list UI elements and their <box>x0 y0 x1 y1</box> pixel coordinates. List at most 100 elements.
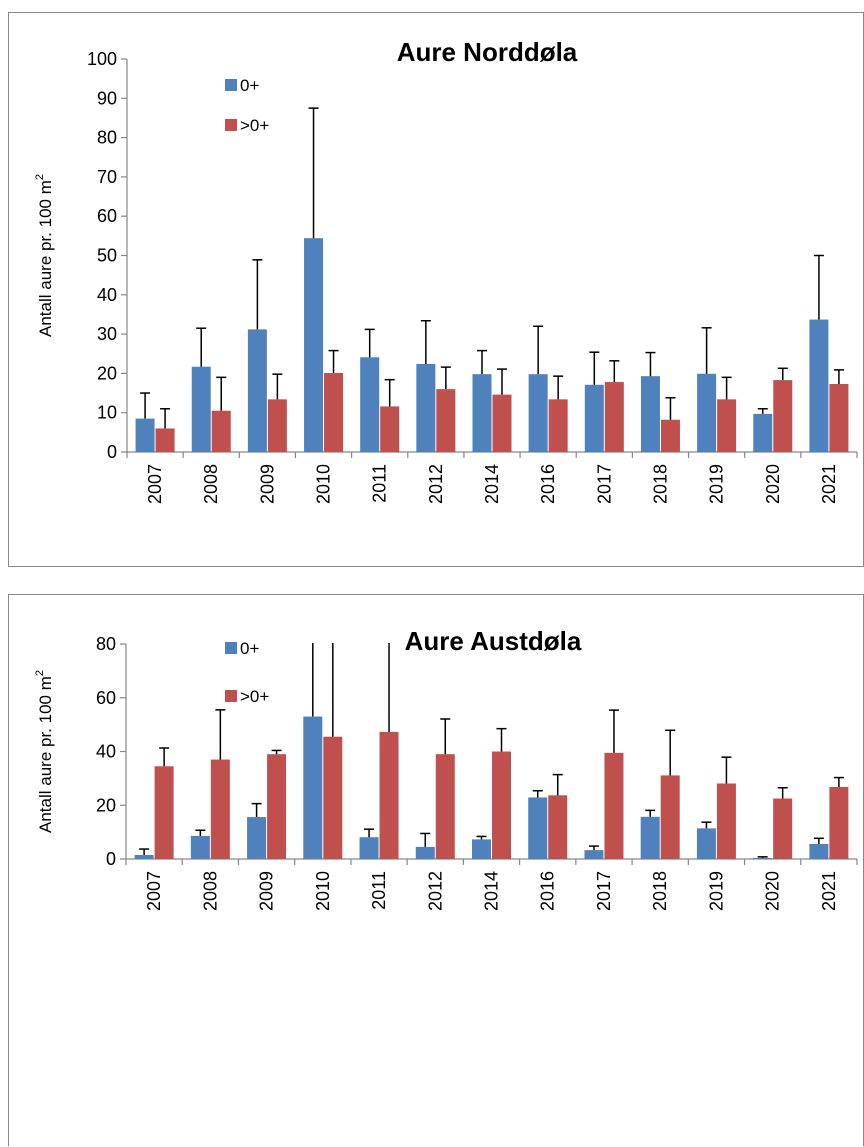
x-tick-label: 2021 <box>819 464 839 504</box>
bar <box>548 399 568 452</box>
y-tick-label: 80 <box>96 634 116 654</box>
legend-label: >0+ <box>240 116 269 135</box>
bar <box>773 380 793 452</box>
bar <box>210 759 230 859</box>
bar <box>247 817 267 859</box>
bar <box>809 843 829 859</box>
x-tick-label: 2017 <box>594 871 614 911</box>
y-tick-label: 0 <box>107 442 117 462</box>
x-tick-label: 2016 <box>538 871 558 911</box>
bar <box>696 828 716 859</box>
y-tick-label: 100 <box>87 49 117 69</box>
y-tick-label: 70 <box>97 167 117 187</box>
chart-austdola: Aure Austdøla Antall aure pr. 100 m2 0 20 40… <box>8 594 864 1146</box>
bar <box>528 374 548 452</box>
bar <box>135 418 155 452</box>
y-tick-label: 10 <box>97 403 117 423</box>
x-tick-label: 2014 <box>482 871 502 911</box>
x-tick-label: 2012 <box>425 871 445 911</box>
y-tick-label: 0 <box>106 849 116 869</box>
bar <box>380 406 400 452</box>
x-tick-label: 2019 <box>707 464 727 504</box>
bar <box>323 736 343 859</box>
bar <box>809 319 829 452</box>
x-tick-label: 2016 <box>538 464 558 504</box>
legend-label: >0+ <box>240 687 269 706</box>
bar <box>436 389 456 452</box>
bar <box>660 775 680 859</box>
y-axis-label-sup: 2 <box>34 174 46 180</box>
bar <box>492 394 512 452</box>
bar <box>304 238 324 452</box>
bar <box>360 357 380 452</box>
bar <box>303 716 323 859</box>
bar <box>584 850 604 859</box>
y-axis-label-text: Antall aure pr. 100 m <box>36 180 55 337</box>
bar <box>324 373 344 452</box>
x-tick-label: 2020 <box>763 464 783 504</box>
x-tick-label: 2017 <box>594 464 614 504</box>
x-tick-label: 2008 <box>200 871 220 911</box>
y-axis-label: Antall aure pr. 100 m2 <box>34 670 55 833</box>
legend-swatch <box>225 642 237 654</box>
x-tick-label: 2007 <box>144 871 164 911</box>
y-axis-label-sup: 2 <box>34 670 46 676</box>
bar <box>154 766 174 859</box>
x-tick-label: 2018 <box>650 871 670 911</box>
bar <box>472 374 492 452</box>
y-tick-label: 40 <box>96 742 116 762</box>
bar <box>211 410 231 452</box>
legend-label: 0+ <box>240 639 259 658</box>
y-tick-label: 90 <box>97 88 117 108</box>
bar <box>267 399 287 452</box>
bar <box>829 384 849 452</box>
bar <box>697 373 717 452</box>
bar <box>604 752 624 859</box>
bar <box>753 857 773 859</box>
y-tick-label: 20 <box>96 795 116 815</box>
y-axis-label-text: Antall aure pr. 100 m <box>36 676 55 833</box>
y-tick-label: 30 <box>97 324 117 344</box>
bar <box>416 363 436 452</box>
bar <box>155 428 175 452</box>
bars-group <box>134 643 849 859</box>
x-tick-label: 2021 <box>819 871 839 911</box>
bar <box>435 754 455 859</box>
bar <box>359 837 379 859</box>
y-tick-label: 50 <box>97 246 117 266</box>
legend-label: 0+ <box>240 76 259 95</box>
legend-swatch <box>225 79 237 91</box>
y-axis-label: Antall aure pr. 100 m2 <box>34 174 55 337</box>
x-tick-label: 2009 <box>257 871 277 911</box>
y-tick-label: 60 <box>96 688 116 708</box>
bar <box>472 839 491 859</box>
bar <box>640 376 660 452</box>
y-tick-label: 80 <box>97 128 117 148</box>
x-tick-label: 2014 <box>482 464 502 504</box>
bar <box>753 413 773 452</box>
bar <box>829 786 849 859</box>
x-tick-label: 2009 <box>257 464 277 504</box>
y-tick-label: 60 <box>97 206 117 226</box>
legend-swatch <box>225 119 237 131</box>
bar <box>528 797 548 859</box>
bar <box>773 798 793 859</box>
bars-group <box>135 107 849 452</box>
bar <box>379 731 399 859</box>
x-tick-label: 2012 <box>426 464 446 504</box>
bar <box>190 835 210 859</box>
chart-title: Aure Norddøla <box>397 37 578 67</box>
legend-swatch <box>225 690 237 702</box>
x-tick-label: 2020 <box>763 871 783 911</box>
bar <box>660 419 680 452</box>
x-tick-label: 2019 <box>706 871 726 911</box>
x-tick-label: 2008 <box>201 464 221 504</box>
bar <box>640 816 660 859</box>
x-tick-label: 2010 <box>314 464 334 504</box>
bar <box>717 399 737 452</box>
bar <box>191 366 211 452</box>
x-tick-label: 2011 <box>369 871 389 910</box>
bar <box>548 795 568 859</box>
bar <box>267 754 287 859</box>
bar <box>415 846 435 859</box>
